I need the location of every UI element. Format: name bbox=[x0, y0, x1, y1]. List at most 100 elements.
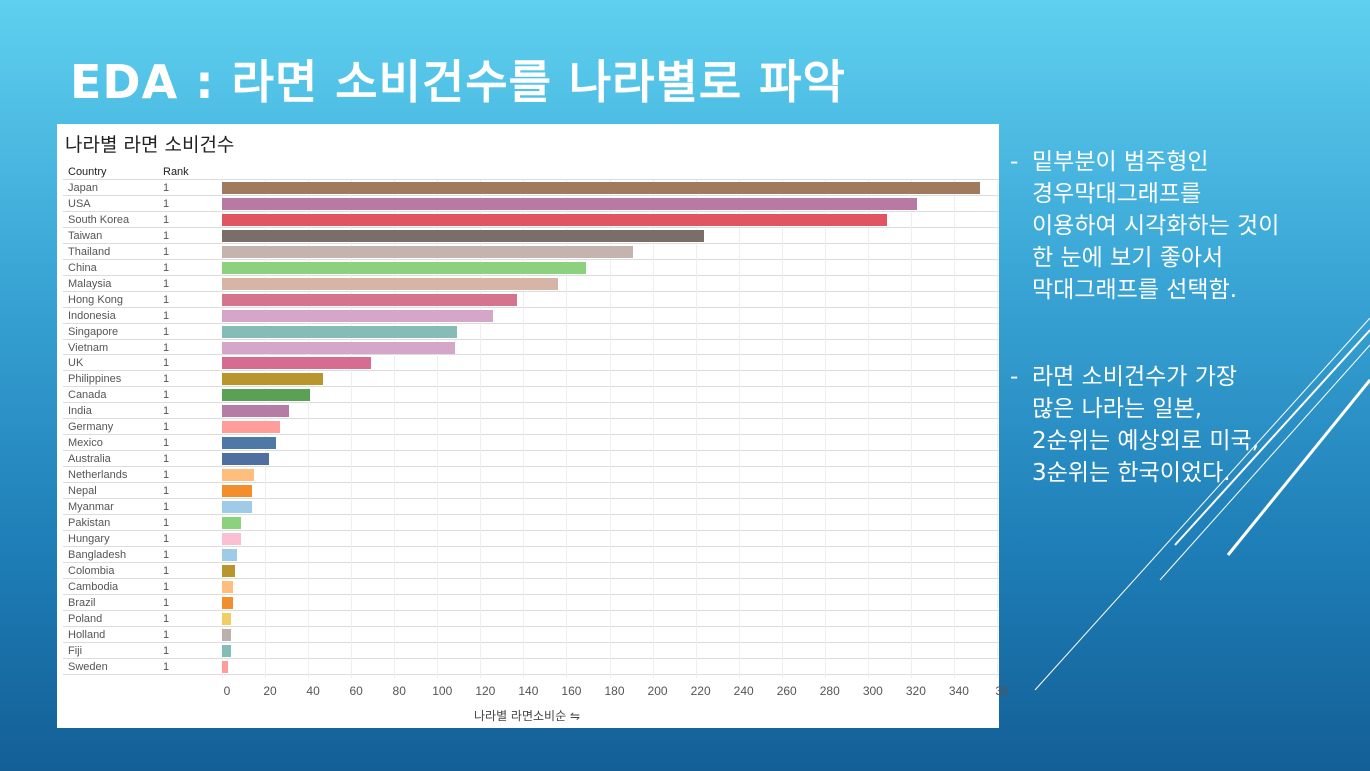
country-label[interactable]: Canada bbox=[68, 389, 107, 402]
bar-nepal[interactable] bbox=[222, 485, 253, 498]
bar-poland[interactable] bbox=[222, 612, 231, 625]
country-label[interactable]: Fiji bbox=[68, 644, 83, 657]
country-label[interactable]: USA bbox=[68, 197, 91, 210]
bar-malaysia[interactable] bbox=[222, 277, 558, 290]
gridline bbox=[523, 180, 525, 678]
country-label[interactable]: Mexico bbox=[68, 437, 103, 450]
rank-value: 1 bbox=[163, 516, 170, 529]
country-label[interactable]: Sweden bbox=[68, 660, 108, 673]
bar-taiwan[interactable] bbox=[222, 229, 705, 242]
country-label[interactable]: China bbox=[68, 261, 97, 274]
country-label[interactable]: UK bbox=[68, 357, 84, 370]
country-label[interactable]: Indonesia bbox=[68, 309, 116, 322]
country-label[interactable]: Vietnam bbox=[68, 341, 109, 354]
country-label[interactable]: Hong Kong bbox=[68, 293, 124, 306]
country-column-header[interactable]: Country bbox=[68, 166, 107, 178]
bar-indonesia[interactable] bbox=[222, 309, 494, 322]
country-label[interactable]: India bbox=[68, 405, 92, 418]
country-label[interactable]: Colombia bbox=[68, 564, 115, 577]
bar-canada[interactable] bbox=[222, 389, 311, 402]
gridline bbox=[867, 180, 869, 678]
rank-value: 1 bbox=[163, 325, 170, 338]
row-divider bbox=[63, 593, 999, 595]
bar-netherlands[interactable] bbox=[222, 469, 255, 482]
rank-value: 1 bbox=[163, 229, 170, 242]
bar-brazil[interactable] bbox=[222, 596, 233, 609]
bar-myanmar[interactable] bbox=[222, 501, 253, 513]
country-label[interactable]: Poland bbox=[68, 612, 103, 625]
bar-bangladesh[interactable] bbox=[222, 548, 238, 561]
row-divider bbox=[63, 306, 999, 308]
bar-vietnam[interactable] bbox=[222, 341, 455, 354]
country-label[interactable]: Australia bbox=[68, 453, 111, 466]
bar-singapore[interactable] bbox=[222, 325, 457, 338]
row-divider bbox=[63, 434, 999, 436]
rank-value: 1 bbox=[163, 182, 170, 194]
row-divider bbox=[63, 625, 999, 627]
bar-pakistan[interactable] bbox=[222, 516, 242, 529]
deco-line bbox=[1226, 379, 1370, 556]
x-tick-label: 340 bbox=[948, 684, 969, 698]
rank-value: 1 bbox=[163, 501, 170, 513]
bar-usa[interactable] bbox=[222, 197, 918, 210]
gridline bbox=[738, 180, 740, 678]
bar-india[interactable] bbox=[222, 405, 289, 418]
bar-fiji[interactable] bbox=[222, 644, 231, 657]
gridline bbox=[566, 180, 568, 678]
gridline bbox=[308, 180, 310, 678]
row-divider bbox=[63, 466, 999, 468]
country-label[interactable]: Myanmar bbox=[68, 501, 114, 513]
row-divider bbox=[63, 482, 999, 484]
row-divider bbox=[63, 513, 999, 515]
bar-hong-kong[interactable] bbox=[222, 293, 517, 306]
bar-colombia[interactable] bbox=[222, 564, 235, 577]
country-label[interactable]: Pakistan bbox=[68, 516, 111, 529]
x-axis-title[interactable]: 나라별 라면소비순 ⇋ bbox=[473, 709, 581, 723]
bar-sweden[interactable] bbox=[222, 660, 229, 673]
row-divider bbox=[63, 402, 999, 404]
country-label[interactable]: Malaysia bbox=[68, 277, 112, 290]
country-label[interactable]: Nepal bbox=[68, 485, 97, 498]
bar-uk[interactable] bbox=[222, 357, 371, 370]
country-label[interactable]: Taiwan bbox=[68, 229, 103, 242]
x-tick-label: 0 bbox=[223, 684, 231, 698]
gridline bbox=[609, 180, 611, 678]
bar-australia[interactable] bbox=[222, 453, 270, 466]
country-label[interactable]: Japan bbox=[68, 182, 98, 194]
bar-thailand[interactable] bbox=[222, 245, 634, 258]
bar-cambodia[interactable] bbox=[222, 580, 233, 593]
bar-mexico[interactable] bbox=[222, 437, 276, 450]
deco-line bbox=[1174, 329, 1370, 546]
gridline bbox=[953, 180, 955, 678]
row-divider bbox=[63, 561, 999, 563]
country-label[interactable]: Netherlands bbox=[68, 469, 128, 482]
rank-value: 1 bbox=[163, 373, 170, 386]
bar-china[interactable] bbox=[222, 261, 586, 274]
row-divider bbox=[63, 450, 999, 452]
country-label[interactable]: Singapore bbox=[68, 325, 119, 338]
bar-hungary[interactable] bbox=[222, 532, 242, 545]
rank-column-header[interactable]: Rank bbox=[163, 166, 189, 178]
rank-value: 1 bbox=[163, 532, 170, 545]
country-label[interactable]: Brazil bbox=[68, 596, 96, 609]
bar-japan[interactable] bbox=[222, 182, 980, 194]
country-label[interactable]: Thailand bbox=[68, 245, 111, 258]
country-label[interactable]: Hungary bbox=[68, 532, 110, 545]
country-label[interactable]: Philippines bbox=[68, 373, 122, 386]
bar-holland[interactable] bbox=[222, 628, 231, 641]
country-label[interactable]: Holland bbox=[68, 628, 106, 641]
country-label[interactable]: Germany bbox=[68, 421, 114, 434]
note-1-line: 밑부분이 범주형인 bbox=[1032, 149, 1209, 175]
row-divider bbox=[63, 674, 999, 676]
country-label[interactable]: Cambodia bbox=[68, 580, 119, 593]
bar-south-korea[interactable] bbox=[222, 213, 888, 226]
rank-value: 1 bbox=[163, 197, 170, 210]
country-label[interactable]: South Korea bbox=[68, 213, 130, 226]
bar-germany[interactable] bbox=[222, 421, 281, 434]
rank-value: 1 bbox=[163, 580, 170, 593]
bar-philippines[interactable] bbox=[222, 373, 324, 386]
country-label[interactable]: Bangladesh bbox=[68, 548, 127, 561]
note-2-line: 3순위는 한국이었다. bbox=[1032, 460, 1231, 486]
gridline bbox=[394, 180, 396, 678]
row-divider bbox=[63, 179, 999, 180]
